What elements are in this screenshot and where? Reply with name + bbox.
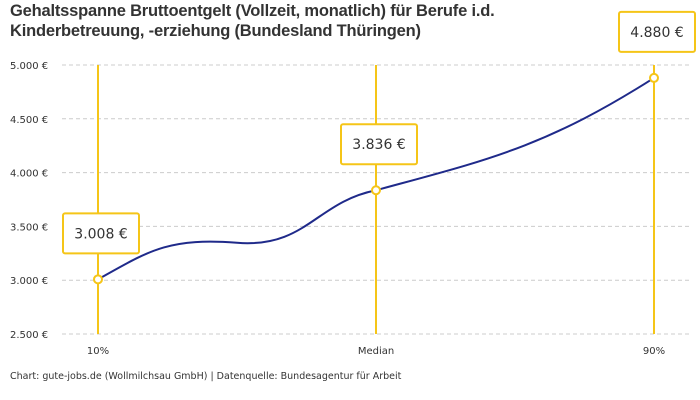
- chart-source: Chart: gute-jobs.de (Wollmilchsau GmbH) …: [10, 371, 402, 382]
- x-tick-label: Median: [358, 346, 394, 357]
- data-point: [649, 72, 659, 83]
- data-label: 3.836 €: [352, 137, 405, 153]
- x-tick-label: 90%: [643, 346, 665, 357]
- data-label-box: [340, 123, 418, 166]
- data-label-box: [618, 10, 696, 53]
- y-tick-label: 4.000 €: [10, 169, 48, 180]
- data-point: [371, 185, 381, 196]
- data-label-box: [62, 212, 140, 255]
- data-label: 3.008 €: [74, 226, 127, 242]
- y-tick-label: 4.500 €: [10, 115, 48, 126]
- data-point: [93, 274, 103, 285]
- data-label: 4.880 €: [630, 25, 683, 41]
- salary-curve: [97, 77, 655, 281]
- y-tick-label: 3.000 €: [10, 276, 48, 287]
- y-tick-label: 5.000 €: [10, 61, 48, 72]
- y-tick-label: 3.500 €: [10, 222, 48, 233]
- chart-title: Gehaltsspanne Bruttoentgelt (Vollzeit, m…: [10, 2, 495, 40]
- x-tick-label: 10%: [87, 346, 109, 357]
- y-tick-label: 2.500 €: [10, 330, 48, 341]
